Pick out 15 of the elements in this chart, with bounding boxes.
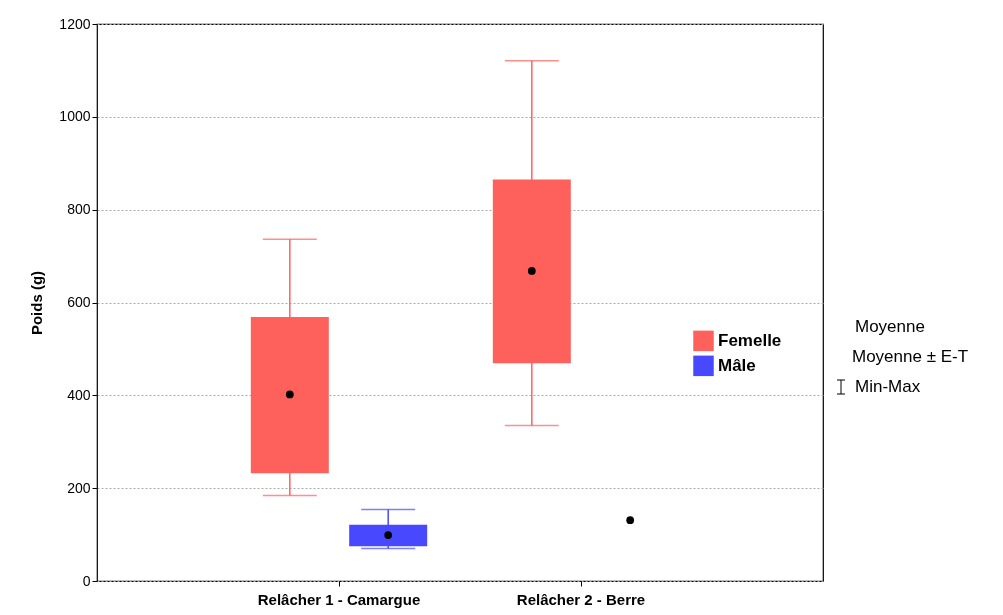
text: Moyenne — [855, 317, 925, 336]
text: Min-Max — [855, 377, 921, 396]
legend-label: Femelle — [718, 330, 782, 350]
x-tick-label: Relâcher 2 - Berre — [516, 590, 646, 608]
x-tick-label: Relâcher 1 - Camargue — [257, 590, 421, 608]
y-tick-label: 1000 — [59, 108, 91, 125]
y-tick-label: 800 — [67, 201, 91, 218]
y-tick-label: 1200 — [59, 15, 91, 32]
y-tick-label: 0 — [82, 572, 91, 589]
y-tick-label: 200 — [67, 479, 91, 496]
y-tick-label: 400 — [67, 386, 91, 403]
y-tick-label: 600 — [67, 294, 91, 310]
y-axis-title: Poids (g) — [28, 270, 46, 336]
legend-label: Mâle — [718, 355, 756, 375]
text: Moyenne ± E-T — [852, 347, 969, 366]
